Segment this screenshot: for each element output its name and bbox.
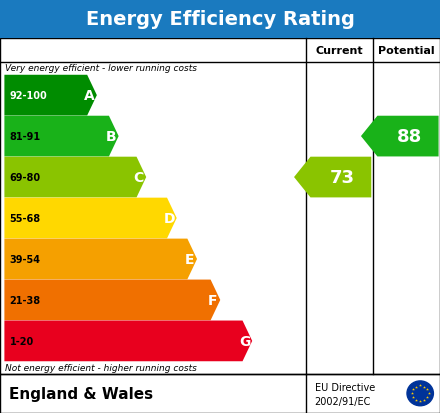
Text: C: C <box>134 171 144 185</box>
Text: 73: 73 <box>330 169 355 187</box>
Text: 55-68: 55-68 <box>10 214 41 223</box>
Text: 81-91: 81-91 <box>10 132 41 142</box>
Text: B: B <box>106 130 117 144</box>
Text: 2002/91/EC: 2002/91/EC <box>315 396 371 406</box>
Polygon shape <box>4 198 177 239</box>
Text: 92-100: 92-100 <box>10 91 48 101</box>
Polygon shape <box>4 321 252 361</box>
Text: F: F <box>208 293 217 307</box>
Text: Potential: Potential <box>378 46 435 56</box>
Text: England & Wales: England & Wales <box>9 386 153 401</box>
Polygon shape <box>4 76 97 116</box>
Text: E: E <box>185 252 194 266</box>
Polygon shape <box>4 280 220 320</box>
Text: Very energy efficient - lower running costs: Very energy efficient - lower running co… <box>5 64 197 73</box>
Polygon shape <box>294 157 371 198</box>
Polygon shape <box>4 116 119 157</box>
Text: 69-80: 69-80 <box>10 173 41 183</box>
Text: G: G <box>239 334 250 348</box>
Text: 39-54: 39-54 <box>10 254 40 264</box>
Text: Energy Efficiency Rating: Energy Efficiency Rating <box>85 10 355 28</box>
Text: D: D <box>164 211 175 225</box>
Polygon shape <box>4 239 197 280</box>
Polygon shape <box>361 116 439 157</box>
Circle shape <box>407 381 433 406</box>
Text: Not energy efficient - higher running costs: Not energy efficient - higher running co… <box>5 363 197 372</box>
Text: 21-38: 21-38 <box>10 295 41 305</box>
Text: A: A <box>84 89 95 103</box>
Text: 88: 88 <box>397 128 422 146</box>
FancyBboxPatch shape <box>0 374 440 413</box>
Polygon shape <box>4 157 146 198</box>
Text: 1-20: 1-20 <box>10 336 34 346</box>
FancyBboxPatch shape <box>0 0 440 38</box>
FancyBboxPatch shape <box>0 38 440 374</box>
Text: Current: Current <box>315 46 363 56</box>
Text: EU Directive: EU Directive <box>315 382 375 392</box>
